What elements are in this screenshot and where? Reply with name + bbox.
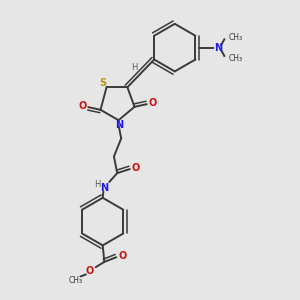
Text: O: O bbox=[79, 101, 87, 111]
Text: N: N bbox=[214, 43, 222, 52]
Text: O: O bbox=[131, 163, 140, 173]
Text: O: O bbox=[148, 98, 157, 108]
Text: CH₃: CH₃ bbox=[229, 54, 243, 63]
Text: N: N bbox=[116, 120, 124, 130]
Text: S: S bbox=[100, 78, 107, 88]
Text: CH₃: CH₃ bbox=[69, 276, 83, 285]
Text: N: N bbox=[100, 183, 108, 193]
Text: O: O bbox=[118, 251, 127, 261]
Text: H: H bbox=[131, 63, 137, 72]
Text: CH₃: CH₃ bbox=[229, 33, 243, 42]
Text: O: O bbox=[86, 266, 94, 277]
Text: H: H bbox=[94, 180, 101, 189]
